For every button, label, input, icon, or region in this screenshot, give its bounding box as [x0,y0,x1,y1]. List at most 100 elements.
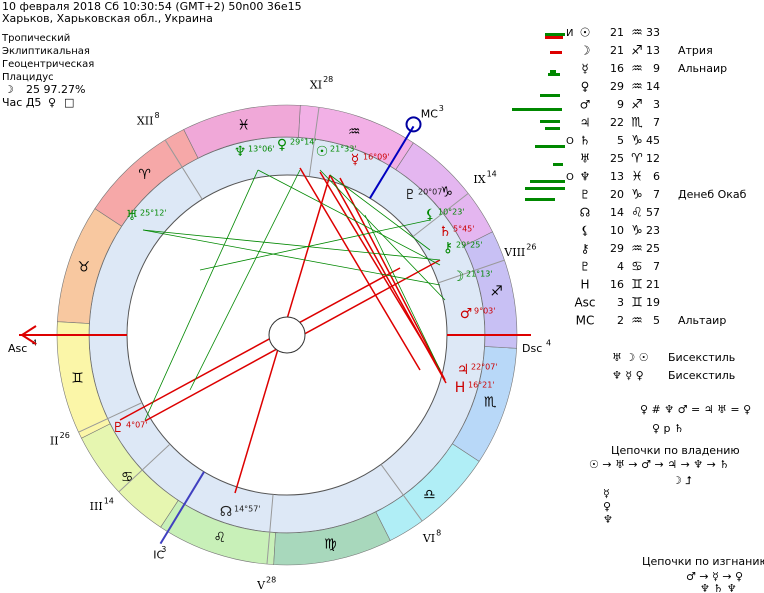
row-glyph: ♇ [580,188,591,202]
angle-label: Dsc [522,342,542,355]
house-cusp [412,193,469,237]
indicator-bar [545,36,563,39]
row-glyph: ♄ [580,134,591,148]
aspect-line [299,167,421,371]
row-degree: 21 [610,26,624,39]
row-glyph: ♀ [581,80,590,94]
planet-label: 16°21' [468,381,495,390]
sign-glyph: ♏ [484,394,497,410]
sign-glyph: ♓ [237,117,250,133]
row-sign: ♌ [631,206,643,221]
row-glyph: H [580,278,589,292]
angle-label: Asc [8,342,27,355]
row-sign: ♑ [631,134,643,149]
house-label: V [256,579,266,592]
planet-glyph: ☿ [351,152,360,168]
house-cusp [118,443,171,493]
row-glyph: Asc [574,296,595,310]
planet-label: 4°07' [126,421,147,430]
setting: Тропический [1,33,70,44]
house-label: II [50,434,59,447]
sign-glyph: ♎ [423,487,436,503]
house-cusp [164,139,203,200]
row-sign: ♓ [631,170,643,185]
header-location: Харьков, Харьковская обл., Украина [2,12,213,25]
planet-label: 14°57' [234,505,261,514]
row-sign: ♒ [631,62,643,77]
hour-glyph: ♀ [48,96,56,109]
row-degree: 22 [610,116,624,129]
planet-label: 9°03' [474,307,495,316]
angle-line [369,125,415,199]
aspect-line [329,174,431,251]
indicator-bar [545,33,565,36]
planet-label: 10°23' [438,208,465,217]
row-degree: 16 [610,278,624,291]
indicator-bar [553,163,563,166]
row-minutes: 23 [646,224,660,237]
setting: Эклиптикальная [2,46,90,57]
aspect-line [142,229,441,261]
planet-glyph: ⚷ [443,240,453,256]
row-degree: 4 [617,260,624,273]
row-prefix: О [566,136,574,147]
indicator-bar [512,108,562,111]
sign-glyph: ♈ [138,167,151,183]
house-label: XII [137,114,154,127]
sign-glyph: ♑ [441,185,454,201]
angle-degree: 3 [439,104,444,113]
aspect-glyphs: ♆ ☿ ♀ [612,369,644,382]
indicator-bar [540,120,560,123]
row-glyph: ⚸ [581,224,590,238]
aspect-line [142,229,441,286]
planet-label: 29°25' [456,241,483,250]
aspect-line [144,169,259,421]
aspect-line [189,169,301,391]
row-glyph: ♂ [580,98,591,112]
house-label: VI [422,532,435,545]
row-minutes: 21 [646,278,660,291]
row-degree: 14 [610,206,624,219]
row-degree: 9 [617,98,624,111]
row-minutes: 6 [653,170,660,183]
sign-glyph: ♌ [213,530,226,546]
aspect-line [199,219,431,271]
planet-glyph: ♃ [457,362,470,378]
row-star: Денеб Окаб [678,188,747,201]
sign-glyph: ♍ [324,537,337,553]
row-minutes: 13 [646,44,660,57]
planet-glyph: ☉ [316,144,329,160]
indicator-bar [550,51,562,54]
house-cusp [78,402,143,433]
row-sign: ♈ [631,152,643,167]
row-glyph: MC [576,314,595,328]
sign-glyph: ♉ [78,260,91,276]
aspect-line [339,177,446,381]
row-glyph: ☽ [580,44,591,58]
mc-circle [405,116,422,133]
row-glyph: ☊ [580,206,591,220]
row-minutes: 7 [653,188,660,201]
row-sign: ♊ [631,296,643,311]
chains-title: Цепочки по владению [611,444,740,457]
row-degree: 29 [610,80,624,93]
house-degree: 26 [60,431,70,440]
house-label: XI [310,78,322,91]
row-degree: 29 [610,242,624,255]
house-degree: 14 [104,496,114,505]
setting: Плацидус [2,72,54,83]
indicator-bar [535,145,565,148]
row-minutes: 33 [646,26,660,39]
aspect-name: Бисекстиль [668,369,735,382]
house-label: IX [473,173,485,186]
row-glyph: ♇ [580,260,591,274]
planet-glyph: ♄ [439,224,452,240]
center-circle [268,316,306,354]
row-sign: ♑ [631,224,643,239]
indicator-bar [545,127,560,130]
row-minutes: 7 [653,260,660,273]
house-cusp [438,259,505,284]
planet-glyph: ♂ [460,306,473,322]
formula: ♀ p ♄ [652,422,684,435]
aspect-line [119,267,401,421]
